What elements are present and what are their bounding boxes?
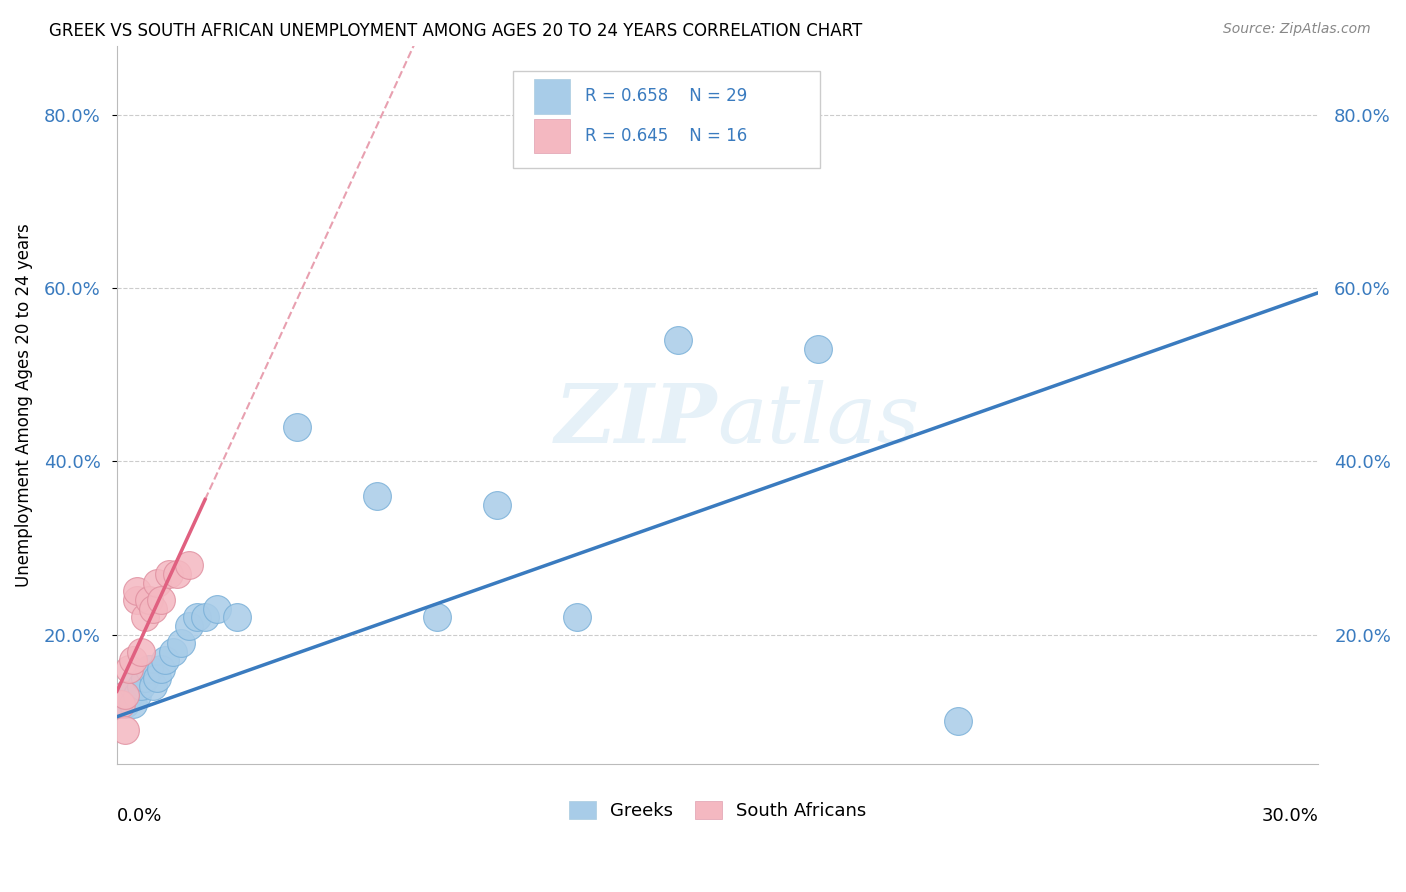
Point <box>114 688 136 702</box>
Point <box>285 420 308 434</box>
Point <box>486 498 509 512</box>
Point <box>150 593 173 607</box>
Point <box>177 558 200 573</box>
Text: R = 0.658    N = 29: R = 0.658 N = 29 <box>585 87 748 105</box>
Point <box>125 584 148 599</box>
Bar <box>534 79 569 113</box>
Text: 0.0%: 0.0% <box>117 807 162 825</box>
Point <box>138 593 160 607</box>
Point <box>129 680 152 694</box>
Point <box>142 680 165 694</box>
Point <box>166 566 188 581</box>
Point <box>122 653 145 667</box>
Point <box>118 662 141 676</box>
Point <box>125 688 148 702</box>
Point <box>666 334 689 348</box>
Point <box>138 662 160 676</box>
Point <box>807 342 830 356</box>
Point <box>114 723 136 737</box>
Y-axis label: Unemployment Among Ages 20 to 24 years: Unemployment Among Ages 20 to 24 years <box>15 223 32 587</box>
Point <box>118 688 141 702</box>
Legend: Greeks, South Africans: Greeks, South Africans <box>568 800 866 820</box>
Text: GREEK VS SOUTH AFRICAN UNEMPLOYMENT AMONG AGES 20 TO 24 YEARS CORRELATION CHART: GREEK VS SOUTH AFRICAN UNEMPLOYMENT AMON… <box>49 22 862 40</box>
Bar <box>534 119 569 153</box>
Point <box>150 662 173 676</box>
Point <box>134 610 156 624</box>
Point <box>567 610 589 624</box>
Point <box>946 714 969 728</box>
Point <box>170 636 193 650</box>
Text: Source: ZipAtlas.com: Source: ZipAtlas.com <box>1223 22 1371 37</box>
FancyBboxPatch shape <box>513 71 820 169</box>
Point <box>157 566 180 581</box>
Point <box>153 653 176 667</box>
Point <box>122 697 145 711</box>
Text: R = 0.645    N = 16: R = 0.645 N = 16 <box>585 127 748 145</box>
Point <box>114 697 136 711</box>
Point <box>194 610 217 624</box>
Point <box>125 593 148 607</box>
Point <box>205 601 228 615</box>
Point <box>226 610 249 624</box>
Point <box>146 575 169 590</box>
Point <box>129 645 152 659</box>
Point <box>426 610 449 624</box>
Point <box>134 671 156 685</box>
Point <box>142 601 165 615</box>
Point <box>177 619 200 633</box>
Point <box>122 680 145 694</box>
Point <box>366 489 388 503</box>
Point <box>146 671 169 685</box>
Point <box>110 697 132 711</box>
Point <box>186 610 208 624</box>
Text: 30.0%: 30.0% <box>1261 807 1319 825</box>
Text: ZIP: ZIP <box>555 380 717 459</box>
Point <box>162 645 184 659</box>
Text: atlas: atlas <box>717 380 920 459</box>
Point <box>110 697 132 711</box>
Point <box>114 688 136 702</box>
